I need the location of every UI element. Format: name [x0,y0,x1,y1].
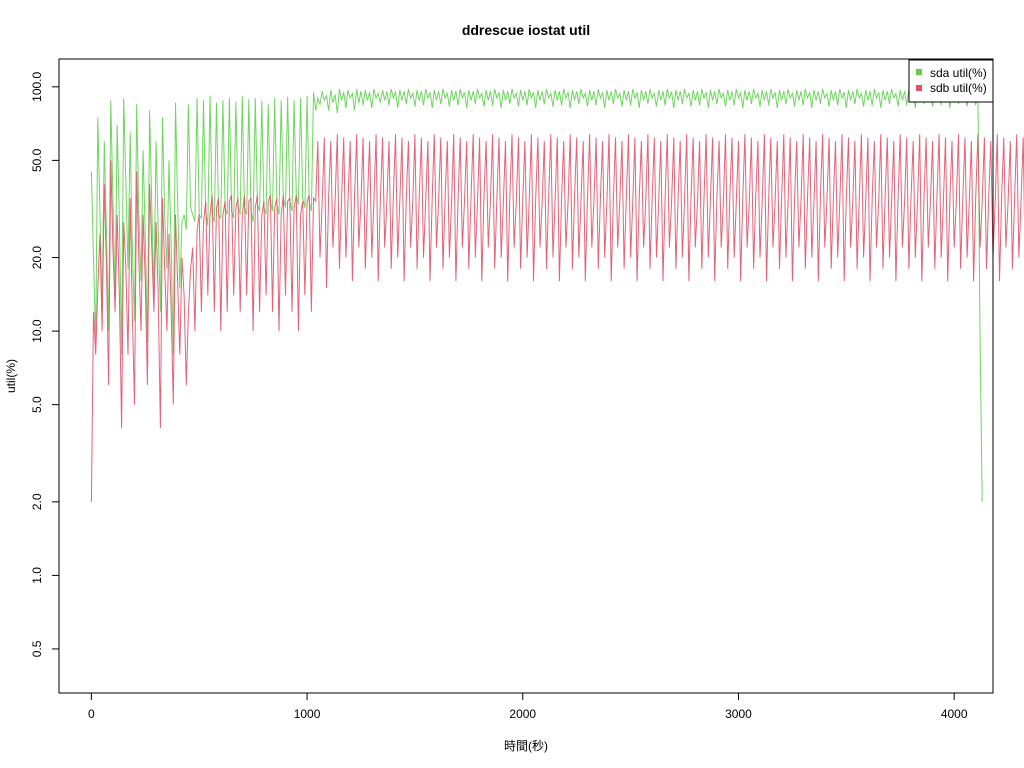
y-axis-label: util(%) [4,359,18,393]
y-tick-label: 5.0 [30,396,44,413]
chart-title: ddrescue iostat util [462,22,590,38]
y-tick-label: 2.0 [30,493,44,510]
legend-swatch-sda [916,69,922,75]
x-tick-label: 4000 [941,707,968,721]
legend: sda util(%) sdb util(%) [908,59,994,103]
x-axis-label: 時間(秒) [504,739,548,753]
legend-label-sda: sda util(%) [930,66,987,80]
series-layer [90,88,1024,502]
series-line-sdb [90,134,1024,502]
series-line-sda [90,88,983,502]
x-axis: 0 1000 2000 3000 4000 [88,692,968,721]
legend-label-sdb: sdb util(%) [930,81,987,95]
x-tick-label: 0 [88,707,95,721]
legend-box [908,59,994,103]
y-axis: 0.5 1.0 2.0 5.0 10.0 20.0 50.0 100.0 [30,71,60,657]
y-tick-label: 100.0 [30,71,44,101]
legend-swatch-sdb [916,85,922,91]
y-tick-label: 0.5 [30,640,44,657]
x-tick-label: 3000 [725,707,752,721]
x-tick-label: 2000 [509,707,536,721]
y-tick-label: 50.0 [30,148,44,172]
x-tick-label: 1000 [294,707,321,721]
y-tick-label: 20.0 [30,246,44,270]
y-tick-label: 10.0 [30,319,44,343]
y-tick-label: 1.0 [30,567,44,584]
